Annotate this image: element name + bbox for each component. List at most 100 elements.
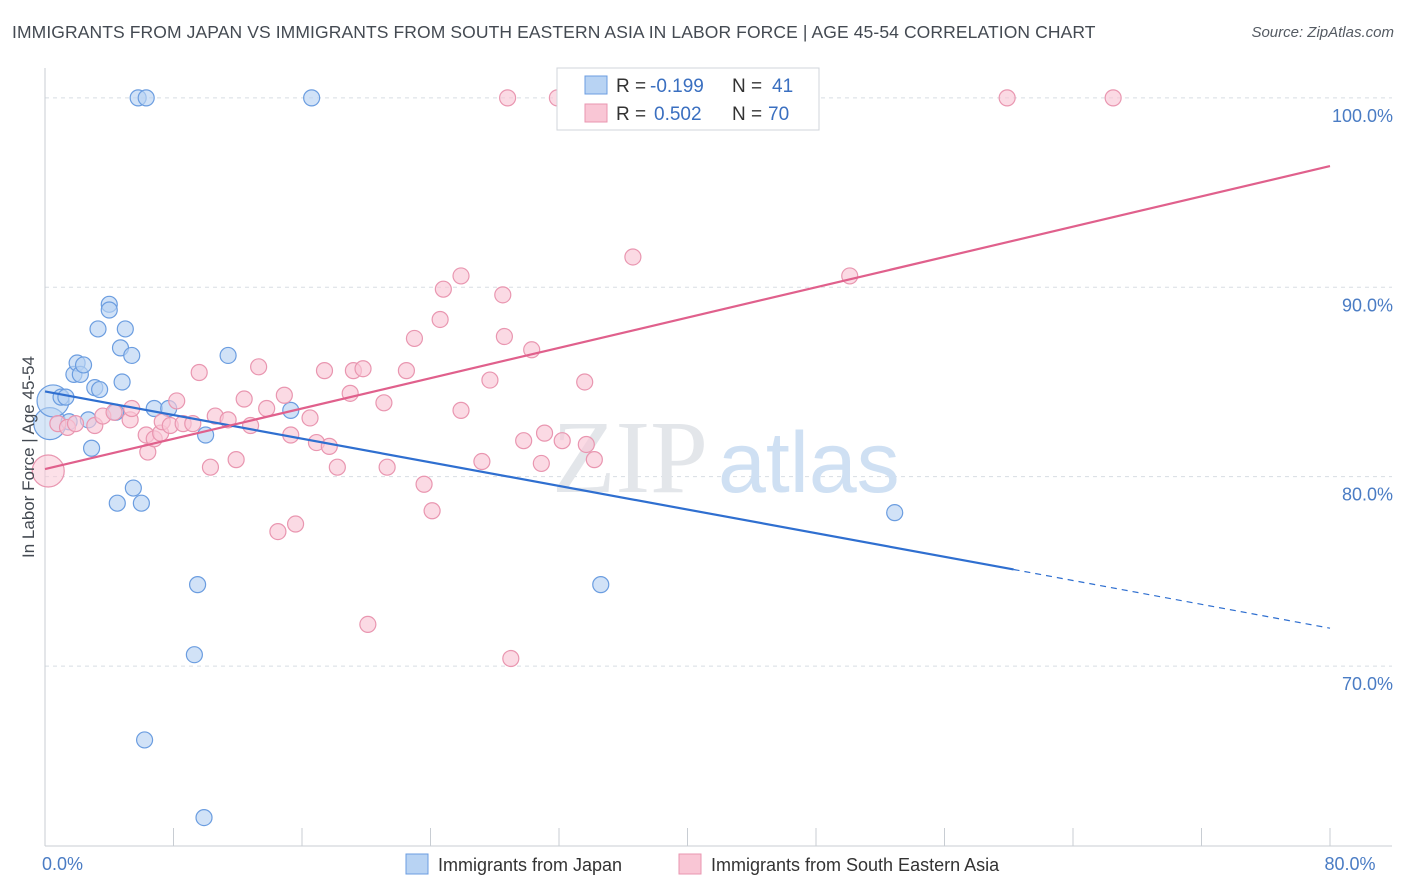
point-sea-15 (168, 392, 186, 410)
legend-sea-n-value: 70 (768, 104, 789, 125)
legend-japan-r-label: R = (616, 76, 646, 97)
bottom-legend-sea-label: Immigrants from South Eastern Asia (711, 855, 1000, 875)
y-axis-title: In Labor Force | Age 45-54 (19, 356, 38, 558)
point-sea-26 (258, 399, 276, 418)
point-sea-42 (397, 362, 416, 380)
point-japan-30 (185, 646, 203, 664)
point-sea-45 (423, 502, 441, 520)
point-sea-35 (328, 458, 346, 476)
regression-line-japan (44, 390, 1014, 571)
point-sea-34 (320, 437, 338, 455)
point-japan-33 (219, 346, 237, 365)
point-sea-61 (553, 432, 571, 450)
point-sea-23 (235, 390, 253, 408)
source-label: Source: ZipAtlas.com (1251, 24, 1394, 41)
point-sea-55 (502, 649, 520, 668)
point-sea-48 (452, 401, 470, 419)
point-japan-20 (116, 320, 134, 338)
legend-japan-n-label: N = (732, 76, 762, 97)
watermark-zip: ZIP (552, 400, 708, 515)
point-sea-18 (190, 363, 208, 382)
point-sea-52 (494, 286, 512, 304)
y-tick-label-2: 80.0% (1342, 485, 1393, 505)
point-sea-3 (66, 415, 85, 433)
point-sea-33 (315, 362, 334, 380)
legend-japan-swatch (584, 75, 608, 95)
point-japan-21 (123, 346, 141, 365)
point-sea-51 (481, 371, 499, 389)
point-sea-25 (250, 358, 268, 376)
x-tick-label-0: 0.0% (42, 854, 83, 874)
legend-japan-n-value: 41 (772, 76, 793, 97)
point-japan-29 (188, 576, 207, 594)
point-sea-19 (201, 458, 220, 476)
legend-sea-n-label: N = (732, 104, 762, 125)
point-sea-39 (359, 615, 377, 634)
point-japan-24 (132, 494, 150, 512)
bottom-legend-japan-swatch (405, 853, 429, 875)
point-japan-31 (195, 808, 213, 827)
point-japan-12 (89, 320, 107, 338)
point-sea-0 (31, 454, 65, 488)
point-japan-15 (100, 301, 118, 319)
point-sea-28 (275, 386, 293, 404)
legend-sea-r-value: 0.502 (654, 104, 702, 125)
point-sea-65 (624, 248, 642, 266)
point-sea-30 (286, 515, 305, 533)
y-tick-label-1: 90.0% (1342, 295, 1393, 315)
point-japan-8 (74, 356, 93, 374)
point-sea-41 (378, 458, 396, 476)
point-sea-40 (375, 394, 393, 412)
point-sea-53 (495, 327, 513, 346)
point-japan-13 (91, 380, 109, 399)
y-tick-label-3: 70.0% (1342, 674, 1393, 694)
point-sea-6 (105, 403, 123, 421)
point-japan-37 (886, 504, 904, 522)
legend-japan-r-value: -0.199 (650, 76, 704, 97)
correlation-legend: R = -0.199 N = 41 R = 0.502 N = 70 (556, 67, 820, 131)
watermark: ZIP atlas (552, 400, 900, 515)
point-sea-58 (532, 454, 550, 473)
point-sea-56 (515, 432, 533, 450)
point-sea-47 (434, 280, 452, 298)
point-sea-50 (473, 452, 491, 471)
point-japan-19 (113, 373, 131, 391)
legend-sea-swatch (584, 103, 608, 123)
watermark-atlas: atlas (718, 415, 900, 511)
point-sea-62 (576, 373, 594, 391)
point-sea-27 (269, 522, 287, 541)
point-japan-26 (137, 89, 155, 107)
point-sea-49 (452, 267, 470, 285)
point-sea-44 (415, 475, 433, 493)
point-sea-64 (585, 451, 603, 469)
point-japan-22 (124, 479, 142, 497)
legend-sea-r-label: R = (616, 104, 646, 125)
y-tick-labels: 100.0% 90.0% 80.0% 70.0% (1332, 106, 1393, 694)
point-sea-54 (499, 89, 517, 107)
point-sea-31 (301, 409, 319, 427)
x-tick-label-1: 80.0% (1324, 854, 1375, 874)
point-sea-22 (227, 451, 245, 469)
point-japan-35 (303, 89, 321, 107)
point-japan-36 (592, 576, 610, 594)
bottom-legend-sea-swatch (678, 853, 702, 875)
y-tick-label-0: 100.0% (1332, 106, 1393, 126)
point-sea-67 (998, 89, 1016, 107)
x-tick-labels: 0.0% 80.0% (42, 854, 1376, 874)
point-japan-17 (108, 494, 126, 512)
point-japan-10 (82, 439, 101, 457)
regression-extension-japan (1013, 568, 1331, 629)
point-sea-59 (535, 424, 554, 442)
point-sea-68 (1104, 89, 1122, 107)
series-legend: Immigrants from Japan Immigrants from So… (405, 853, 1000, 875)
point-sea-43 (405, 329, 424, 348)
chart-title: IMMIGRANTS FROM JAPAN VS IMMIGRANTS FROM… (12, 22, 1096, 42)
grid-lines (45, 97, 1392, 667)
bottom-legend-japan-label: Immigrants from Japan (438, 855, 622, 875)
point-sea-38 (354, 360, 372, 378)
regression-lines (44, 164, 1331, 629)
series-japan-points (33, 89, 904, 827)
regression-line-sea (44, 164, 1331, 471)
point-sea-46 (431, 310, 449, 329)
